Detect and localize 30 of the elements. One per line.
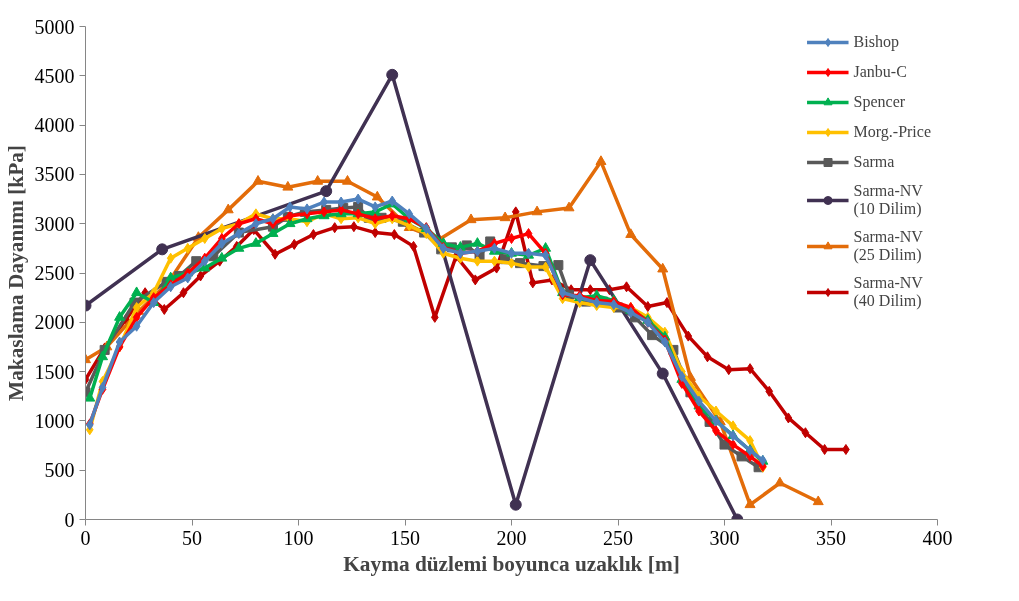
x-tick-label: 300: [709, 526, 740, 549]
y-tick-label: 2500: [34, 262, 75, 284]
legend-label: Morg.-Price: [853, 123, 931, 141]
y-tick-label: 500: [44, 459, 75, 482]
y-tick-label: 3500: [34, 163, 75, 186]
y-axis-title: Makaslama Dayanımı [kPa]: [3, 145, 28, 401]
legend-label: Sarma-NV (25 Dilim): [853, 228, 923, 264]
x-tick-label: 400: [922, 526, 953, 549]
legend-label: Sarma-NV (10 Dilim): [853, 182, 923, 218]
x-tick-label: 250: [603, 526, 633, 549]
y-tick-label: 2000: [34, 311, 75, 334]
legend-label: Bishop: [853, 33, 899, 51]
x-tick-label: 50: [182, 526, 202, 549]
x-tick-label: 200: [496, 526, 527, 549]
y-tick-label: 1500: [34, 360, 75, 383]
legend-label: Sarma: [853, 153, 895, 171]
y-tick-label: 0: [64, 508, 75, 531]
x-tick-label: 350: [816, 526, 846, 549]
x-tick-label: 150: [390, 526, 420, 549]
x-tick-label: 100: [283, 526, 314, 549]
legend-label: Spencer: [853, 93, 906, 111]
x-tick-label: 0: [80, 526, 91, 549]
y-tick-label: 5000: [34, 15, 75, 38]
x-axis-title: Kayma düzlemi boyunca uzaklık [m]: [343, 551, 680, 576]
legend-label: Janbu-C: [853, 63, 907, 81]
y-tick-label: 1000: [34, 409, 75, 432]
legend-label: Sarma-NV (40 Dilim): [853, 274, 923, 310]
y-tick-label: 3000: [34, 212, 75, 235]
y-tick-label: 4000: [34, 114, 75, 137]
y-tick-label: 4500: [34, 64, 75, 87]
